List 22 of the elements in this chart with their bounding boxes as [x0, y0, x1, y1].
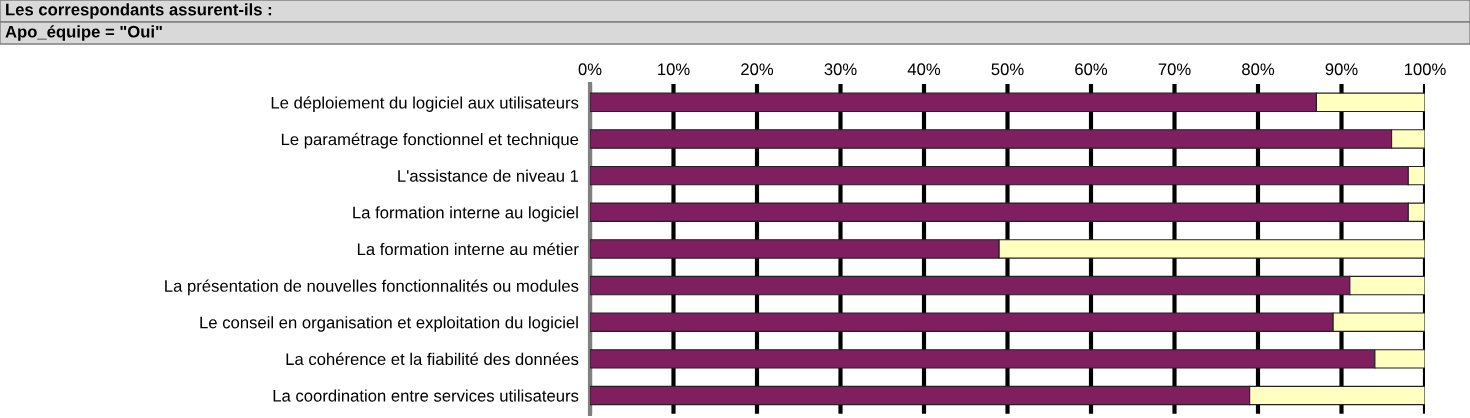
y-tick-label: La formation interne au métier: [357, 242, 579, 256]
y-tick-label: Le déploiement du logiciel aux utilisateurs: [271, 96, 579, 112]
x-tick-label: 90%: [1325, 63, 1358, 76]
x-tick-label: 20%: [741, 63, 774, 76]
text: Les correspondants assurent-ils :: [6, 3, 272, 19]
x-tick-label: 60%: [1075, 63, 1108, 76]
y-tick-label: La cohérence et la fiabilité des données: [286, 352, 579, 366]
text: Apo_équipe = "Oui": [5, 25, 162, 41]
x-tick-label: 50%: [991, 63, 1024, 76]
y-tick-label: La formation interne au logiciel: [353, 206, 578, 222]
y-tick-label: Le conseil en organisation et exploitation du logiciel: [200, 316, 578, 332]
x-tick-label: 100%: [1404, 63, 1446, 76]
x-tick-label: 30%: [824, 63, 857, 76]
x-tick-label: 0%: [578, 63, 602, 76]
x-tick-label: 10%: [658, 63, 690, 76]
x-tick-label: 70%: [1158, 63, 1191, 76]
x-tick-label: 80%: [1242, 63, 1275, 76]
y-tick-label: La coordination entre services utilisateurs: [273, 389, 579, 402]
y-tick-label: L'assistance de niveau 1: [398, 169, 579, 182]
x-tick-label: 40%: [907, 63, 941, 76]
y-tick-label: La présentation de nouvelles fonctionnalités ou modules: [165, 279, 579, 296]
y-tick-label: Le paramétrage fonctionnel et technique: [281, 132, 579, 149]
